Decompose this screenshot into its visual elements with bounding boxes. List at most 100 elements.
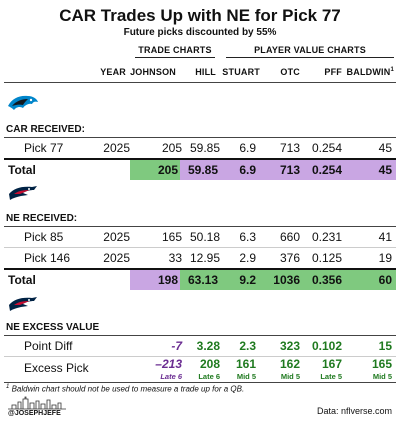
pick-otc: 713 bbox=[279, 141, 300, 155]
col-baldwin: BALDWIN1 bbox=[346, 67, 394, 77]
point-diff-row: Point Diff -7 3.28 2.3 323 0.102 15 bbox=[4, 336, 396, 356]
group-player-value-rule bbox=[226, 57, 394, 58]
car-section-rule bbox=[4, 137, 396, 138]
total-hill: 59.85 bbox=[180, 160, 220, 180]
group-trade-charts: TRADE CHARTS bbox=[138, 45, 212, 55]
baldwin-note-marker: 1 bbox=[390, 67, 394, 73]
table-row: Pick 77 2025 205 59.85 6.9 713 0.254 45 bbox=[4, 138, 396, 158]
total-pff: 0.356 bbox=[302, 270, 346, 290]
excess-pick-otc-round: Mid 5 bbox=[280, 372, 300, 381]
pick-otc: 376 bbox=[279, 251, 300, 265]
total-label: Total bbox=[8, 163, 36, 177]
pick-label: Pick 85 bbox=[24, 230, 64, 244]
header-divider bbox=[4, 82, 396, 83]
total-johnson: 205 bbox=[130, 160, 180, 180]
pick-pff: 0.254 bbox=[311, 141, 342, 155]
pick-stuart: 6.9 bbox=[239, 141, 256, 155]
pick-year: 2025 bbox=[103, 230, 130, 244]
footnote-marker: 1 bbox=[6, 384, 10, 390]
total-hill: 63.13 bbox=[180, 270, 220, 290]
point-diff-otc: 323 bbox=[279, 339, 300, 353]
car-section-label: CAR RECEIVED: bbox=[6, 124, 85, 135]
excess-pick-hill: 208 bbox=[199, 357, 220, 371]
pick-johnson: 165 bbox=[161, 230, 182, 244]
col-otc: OTC bbox=[280, 67, 300, 77]
row-divider bbox=[4, 356, 396, 357]
pick-label: Pick 146 bbox=[24, 251, 71, 265]
total-stuart: 6.9 bbox=[220, 160, 260, 180]
point-diff-label: Point Diff bbox=[24, 339, 73, 353]
pick-johnson: 33 bbox=[168, 251, 182, 265]
excess-pick-otc: 162 bbox=[279, 357, 300, 371]
ne-section-label: NE RECEIVED: bbox=[6, 213, 78, 224]
excess-pick-stuart-round: Mid 5 bbox=[236, 372, 256, 381]
pick-stuart: 6.3 bbox=[239, 230, 256, 244]
patriots-logo-icon bbox=[9, 297, 37, 311]
excess-section-label: NE EXCESS VALUE bbox=[6, 322, 100, 333]
data-source: Data: nflverse.com bbox=[316, 406, 392, 416]
point-diff-baldwin: 15 bbox=[378, 339, 392, 353]
col-johnson: JOHNSON bbox=[130, 67, 176, 77]
excess-pick-baldwin: 165 bbox=[371, 357, 392, 371]
row-divider bbox=[4, 247, 396, 248]
total-otc: 713 bbox=[260, 160, 302, 180]
pick-hill: 50.18 bbox=[189, 230, 220, 244]
total-pff: 0.254 bbox=[302, 160, 346, 180]
ne-section-rule bbox=[4, 226, 396, 227]
ne-total-row: Total 198 63.13 9.2 1036 0.356 60 bbox=[4, 270, 396, 290]
table-row: Pick 85 2025 165 50.18 6.3 660 0.231 41 bbox=[4, 227, 396, 247]
col-hill: HILL bbox=[195, 67, 216, 77]
pick-year: 2025 bbox=[103, 251, 130, 265]
excess-pick-stuart: 161 bbox=[235, 357, 256, 371]
skyline-icon bbox=[8, 396, 66, 410]
table-row: Pick 146 2025 33 12.95 2.9 376 0.125 19 bbox=[4, 248, 396, 268]
pick-pff: 0.125 bbox=[311, 251, 342, 265]
excess-pick-label: Excess Pick bbox=[24, 361, 89, 375]
excess-pick-pff: 167 bbox=[321, 357, 342, 371]
footnote-rule bbox=[4, 382, 396, 383]
point-diff-johnson: -7 bbox=[171, 339, 182, 353]
pick-pff: 0.231 bbox=[311, 230, 342, 244]
col-pff: PFF bbox=[324, 67, 342, 77]
pick-johnson: 205 bbox=[161, 141, 182, 155]
excess-pick-row: Excess Pick –213 Late 6 208 Late 6 161 M… bbox=[4, 356, 396, 384]
pick-hill: 59.85 bbox=[189, 141, 220, 155]
excess-pick-hill-round: Late 6 bbox=[198, 372, 220, 381]
excess-section-rule bbox=[4, 335, 396, 336]
page-title: CAR Trades Up with NE for Pick 77 bbox=[59, 6, 341, 25]
excess-pick-baldwin-round: Mid 5 bbox=[372, 372, 392, 381]
group-trade-charts-rule bbox=[135, 57, 215, 58]
point-diff-stuart: 2.3 bbox=[239, 339, 256, 353]
patriots-logo-icon bbox=[9, 186, 37, 200]
total-baldwin: 60 bbox=[346, 270, 396, 290]
total-otc: 1036 bbox=[260, 270, 302, 290]
group-player-value-charts: PLAYER VALUE CHARTS bbox=[254, 45, 366, 55]
total-baldwin: 45 bbox=[346, 160, 396, 180]
total-johnson: 198 bbox=[130, 270, 180, 290]
panthers-logo-icon bbox=[8, 95, 38, 110]
pick-year: 2025 bbox=[103, 141, 130, 155]
pick-stuart: 2.9 bbox=[239, 251, 256, 265]
total-stuart: 9.2 bbox=[220, 270, 260, 290]
excess-pick-johnson: –213 bbox=[155, 357, 182, 371]
pick-baldwin: 19 bbox=[378, 251, 392, 265]
page-subtitle: Future picks discounted by 55% bbox=[123, 27, 277, 38]
col-year: YEAR bbox=[100, 67, 126, 77]
pick-otc: 660 bbox=[279, 230, 300, 244]
footnote-text: Baldwin chart should not be used to meas… bbox=[11, 384, 245, 394]
pick-baldwin: 41 bbox=[378, 230, 392, 244]
total-label: Total bbox=[8, 273, 36, 287]
footnote: 1 Baldwin chart should not be used to me… bbox=[6, 384, 244, 394]
point-diff-hill: 3.28 bbox=[196, 339, 220, 353]
col-stuart: STUART bbox=[222, 67, 260, 77]
pick-label: Pick 77 bbox=[24, 141, 64, 155]
car-total-rule bbox=[4, 158, 396, 160]
point-diff-pff: 0.102 bbox=[311, 339, 342, 353]
excess-pick-pff-round: Late 5 bbox=[320, 372, 342, 381]
pick-hill: 12.95 bbox=[189, 251, 220, 265]
ne-total-rule bbox=[4, 268, 396, 270]
excess-pick-johnson-round: Late 6 bbox=[160, 372, 182, 381]
car-total-row: Total 205 59.85 6.9 713 0.254 45 bbox=[4, 160, 396, 180]
author-credit: @JOSEPHJEFE bbox=[8, 410, 61, 417]
pick-baldwin: 45 bbox=[378, 141, 392, 155]
